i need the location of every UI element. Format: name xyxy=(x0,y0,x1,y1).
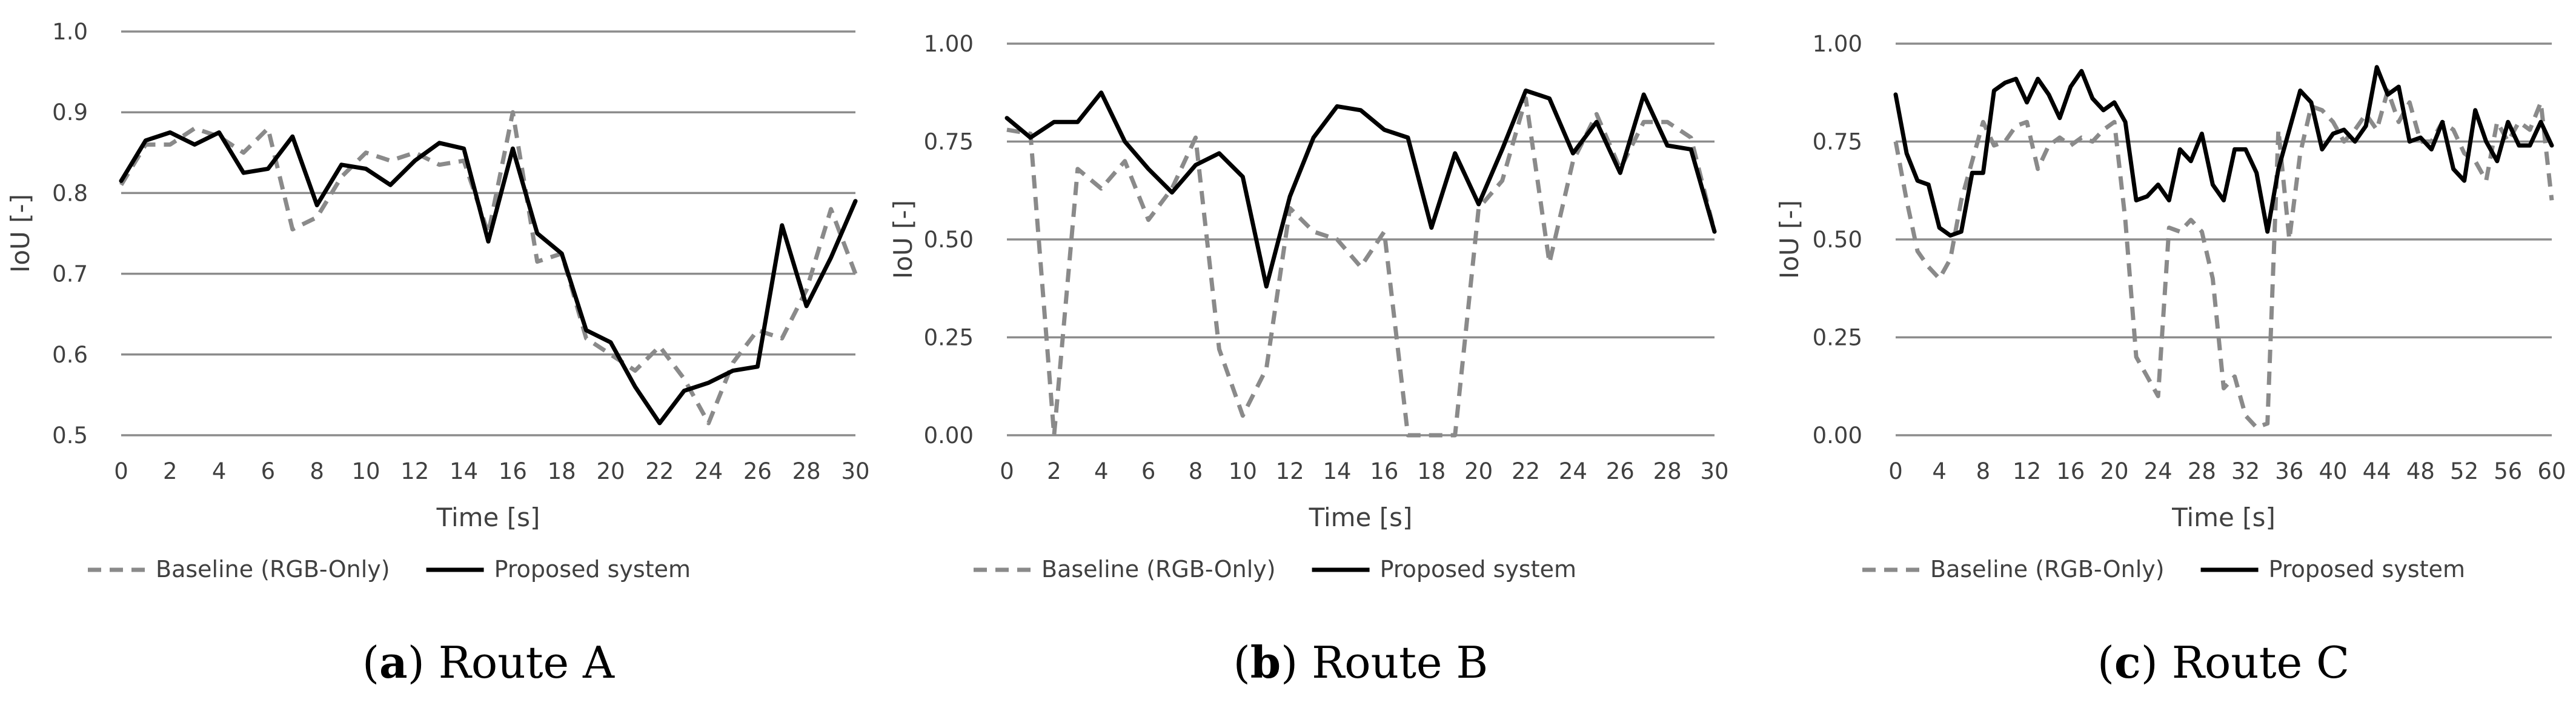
legend-label-proposed: Proposed system xyxy=(2269,556,2465,583)
series-line-proposed xyxy=(1004,89,1717,289)
x-tick-label: 30 xyxy=(841,458,869,484)
x-tick-label: 44 xyxy=(2363,458,2391,484)
chart-c: 0.000.250.500.751.000 4 8 12 16 20 24 28 32 36 40 4… xyxy=(1774,31,2566,688)
chart-caption: (c) Route C xyxy=(2097,637,2349,688)
caption-text: ) Route C xyxy=(2141,637,2349,688)
x-tick-label: 28 xyxy=(792,458,821,484)
x-tick-label: 2 xyxy=(163,458,178,484)
x-tick-label: 40 xyxy=(2319,458,2347,484)
caption-open: ( xyxy=(1233,637,1250,688)
x-tick-label: 24 xyxy=(2144,458,2173,484)
y-axis-label: IoU [-] xyxy=(888,200,918,279)
x-tick-label: 8 xyxy=(1189,458,1203,484)
x-tick-label: 0 xyxy=(114,458,128,484)
x-tick-label: 30 xyxy=(1700,458,1728,484)
chart-caption: (a) Route A xyxy=(362,637,615,688)
legend-label-baseline: Baseline (RGB-Only) xyxy=(1930,556,2165,583)
x-tick-label: 26 xyxy=(743,458,772,484)
x-tick-label: 48 xyxy=(2406,458,2435,484)
series-line-proposed xyxy=(1893,65,2554,238)
legend-label-baseline: Baseline (RGB-Only) xyxy=(156,556,390,583)
x-tick-label: 12 xyxy=(2013,458,2041,484)
x-tick-label: 12 xyxy=(1276,458,1304,484)
x-tick-label: 14 xyxy=(1323,458,1352,484)
x-tick-label: 36 xyxy=(2275,458,2303,484)
x-tick-label: 60 xyxy=(2537,458,2566,484)
y-axis-label: IoU [-] xyxy=(5,194,35,273)
y-tick-label: 1.00 xyxy=(924,31,974,57)
y-tick-label: 1.00 xyxy=(1813,31,1862,57)
x-tick-label: 0 xyxy=(1000,458,1014,484)
chart-b: 0.000.250.500.751.000 2 4 6 8 10 12 14 16 18 20 22 2… xyxy=(888,31,1729,688)
x-tick-label: 16 xyxy=(2056,458,2085,484)
caption-letter: a xyxy=(379,637,408,688)
x-axis-label: Time [s] xyxy=(2171,503,2276,532)
y-tick-label: 0.9 xyxy=(52,99,88,125)
legend-label-proposed: Proposed system xyxy=(1380,556,1576,583)
y-tick-label: 0.50 xyxy=(1813,227,1862,253)
series-line-proposed xyxy=(119,130,858,426)
x-tick-label: 16 xyxy=(499,458,527,484)
x-tick-label: 4 xyxy=(212,458,227,484)
x-tick-label: 18 xyxy=(1417,458,1446,484)
y-tick-label: 0.00 xyxy=(924,423,974,449)
legend-label-baseline: Baseline (RGB-Only) xyxy=(1041,556,1276,583)
x-tick-label: 56 xyxy=(2494,458,2522,484)
x-tick-label: 4 xyxy=(1932,458,1947,484)
caption-letter: c xyxy=(2114,637,2141,688)
y-tick-label: 1.0 xyxy=(52,19,88,45)
chart-a: 0.50.60.70.80.91.00 2 4 6 8 10 12 14 16 18 20 22 24 2… xyxy=(5,19,870,688)
x-tick-label: 28 xyxy=(2188,458,2216,484)
y-tick-label: 0.75 xyxy=(924,129,974,155)
series-line-baseline xyxy=(119,110,858,426)
x-tick-label: 20 xyxy=(1464,458,1493,484)
x-tick-label: 20 xyxy=(596,458,625,484)
x-tick-label: 18 xyxy=(548,458,576,484)
x-tick-label: 52 xyxy=(2450,458,2478,484)
x-tick-label: 32 xyxy=(2231,458,2260,484)
x-tick-label: 24 xyxy=(1559,458,1587,484)
y-tick-label: 0.5 xyxy=(52,423,88,449)
x-tick-label: 22 xyxy=(645,458,674,484)
x-tick-label: 10 xyxy=(351,458,380,484)
chart-caption: (b) Route B xyxy=(1233,637,1489,688)
caption-text: ) Route A xyxy=(408,637,615,688)
x-tick-label: 28 xyxy=(1653,458,1682,484)
x-tick-label: 10 xyxy=(1229,458,1257,484)
x-tick-label: 12 xyxy=(400,458,429,484)
y-tick-label: 0.25 xyxy=(924,325,974,351)
y-tick-label: 0.00 xyxy=(1813,423,1862,449)
x-tick-label: 2 xyxy=(1047,458,1061,484)
y-tick-label: 0.8 xyxy=(52,180,88,206)
x-tick-label: 14 xyxy=(450,458,478,484)
x-tick-label: 24 xyxy=(694,458,723,484)
x-tick-label: 6 xyxy=(261,458,276,484)
x-tick-label: 6 xyxy=(1141,458,1156,484)
y-tick-label: 0.7 xyxy=(52,261,88,287)
x-axis-label: Time [s] xyxy=(1309,503,1413,532)
x-tick-label: 26 xyxy=(1606,458,1635,484)
y-tick-label: 0.75 xyxy=(1813,129,1862,155)
caption-open: ( xyxy=(2097,637,2114,688)
x-tick-label: 16 xyxy=(1370,458,1398,484)
y-tick-label: 0.6 xyxy=(52,342,88,368)
series-line-baseline xyxy=(1006,96,1717,438)
caption-open: ( xyxy=(362,637,379,688)
x-tick-label: 20 xyxy=(2100,458,2128,484)
caption-text: ) Route B xyxy=(1281,637,1488,688)
x-tick-label: 22 xyxy=(1512,458,1540,484)
x-tick-label: 8 xyxy=(1976,458,1991,484)
x-tick-label: 0 xyxy=(1888,458,1903,484)
x-tick-label: 8 xyxy=(310,458,324,484)
x-axis-label: Time [s] xyxy=(436,503,540,532)
y-tick-label: 0.50 xyxy=(924,227,974,253)
caption-letter: b xyxy=(1250,637,1281,688)
x-tick-label: 4 xyxy=(1094,458,1109,484)
legend-label-proposed: Proposed system xyxy=(494,556,691,583)
y-tick-label: 0.25 xyxy=(1813,325,1862,351)
y-axis-label: IoU [-] xyxy=(1774,200,1804,279)
